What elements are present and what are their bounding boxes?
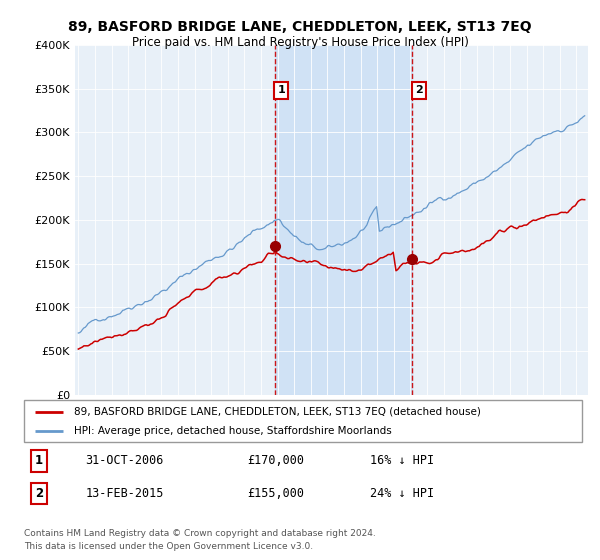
Text: 2: 2 [35, 487, 43, 500]
Text: 16% ↓ HPI: 16% ↓ HPI [370, 454, 434, 468]
Text: HPI: Average price, detached house, Staffordshire Moorlands: HPI: Average price, detached house, Staf… [74, 426, 392, 436]
Text: 13-FEB-2015: 13-FEB-2015 [85, 487, 164, 500]
Text: Price paid vs. HM Land Registry's House Price Index (HPI): Price paid vs. HM Land Registry's House … [131, 36, 469, 49]
Bar [275, 45, 412, 395]
Text: £155,000: £155,000 [247, 487, 304, 500]
Text: 24% ↓ HPI: 24% ↓ HPI [370, 487, 434, 500]
Text: 2: 2 [415, 85, 422, 95]
Text: 89, BASFORD BRIDGE LANE, CHEDDLETON, LEEK, ST13 7EQ: 89, BASFORD BRIDGE LANE, CHEDDLETON, LEE… [68, 20, 532, 34]
Text: £170,000: £170,000 [247, 454, 304, 468]
Text: Contains HM Land Registry data © Crown copyright and database right 2024.
This d: Contains HM Land Registry data © Crown c… [24, 529, 376, 550]
Text: 31-OCT-2006: 31-OCT-2006 [85, 454, 164, 468]
Text: 1: 1 [277, 85, 285, 95]
FancyBboxPatch shape [24, 400, 582, 442]
Text: 1: 1 [35, 454, 43, 468]
Text: 89, BASFORD BRIDGE LANE, CHEDDLETON, LEEK, ST13 7EQ (detached house): 89, BASFORD BRIDGE LANE, CHEDDLETON, LEE… [74, 407, 481, 417]
